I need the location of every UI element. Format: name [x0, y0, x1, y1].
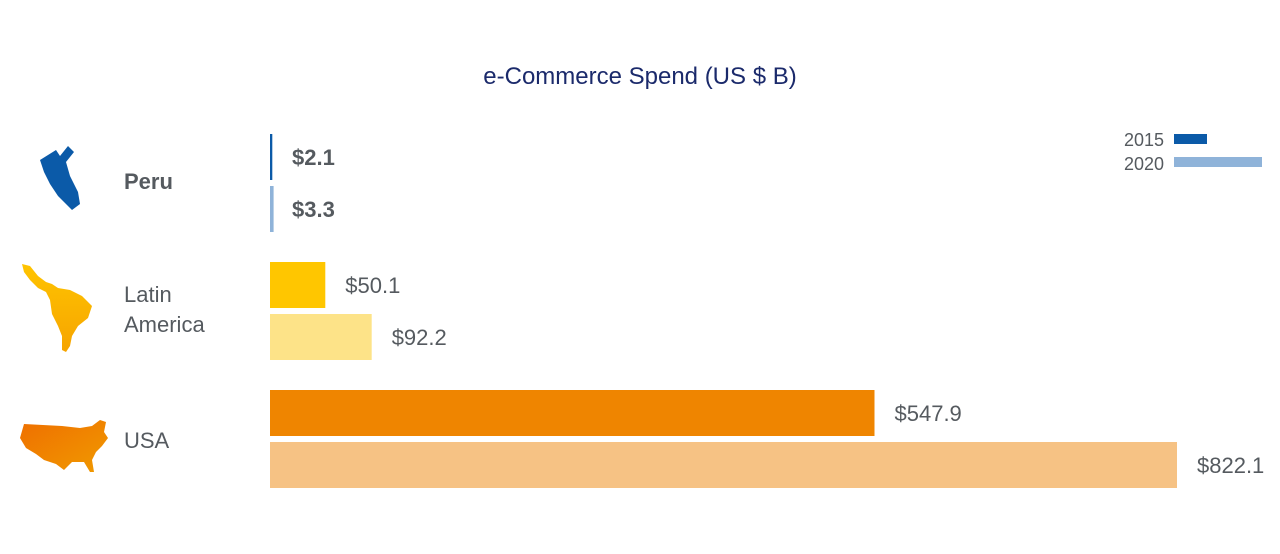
legend-label-2015: 2015: [1124, 130, 1164, 150]
bars: [270, 134, 1177, 488]
value-label-latin-america-2020: $92.2: [392, 325, 447, 350]
bar-usa-2020: [270, 442, 1177, 488]
category-labels: Peru Latin America USA: [124, 169, 205, 453]
legend: 2015 2020: [1124, 130, 1262, 174]
value-label-peru-2015: $2.1: [292, 145, 335, 170]
bar-latin-america-2020: [270, 314, 372, 360]
bar-latin-america-2015: [270, 262, 326, 308]
value-labels: $2.1 $3.3 $50.1 $92.2 $547.9 $822.1: [292, 145, 1264, 478]
chart-title: e-Commerce Spend (US $ B): [483, 63, 796, 90]
legend-swatch-2015: [1174, 134, 1207, 144]
category-label-peru: Peru: [124, 169, 173, 194]
bar-peru-2020: [270, 186, 274, 232]
bar-usa-2015: [270, 390, 875, 436]
category-label-latin: Latin: [124, 282, 172, 307]
category-label-usa: USA: [124, 428, 170, 453]
category-label-america: America: [124, 312, 205, 337]
usa-map-icon: [20, 420, 108, 472]
legend-swatch-2020: [1174, 157, 1262, 167]
bar-peru-2015: [270, 134, 273, 180]
value-label-usa-2015: $547.9: [895, 401, 962, 426]
legend-label-2020: 2020: [1124, 154, 1164, 174]
latin-america-map-icon: [22, 264, 92, 352]
value-label-peru-2020: $3.3: [292, 197, 335, 222]
value-label-usa-2020: $822.1: [1197, 453, 1264, 478]
value-label-latin-america-2015: $50.1: [345, 273, 400, 298]
peru-map-icon: [40, 146, 80, 210]
